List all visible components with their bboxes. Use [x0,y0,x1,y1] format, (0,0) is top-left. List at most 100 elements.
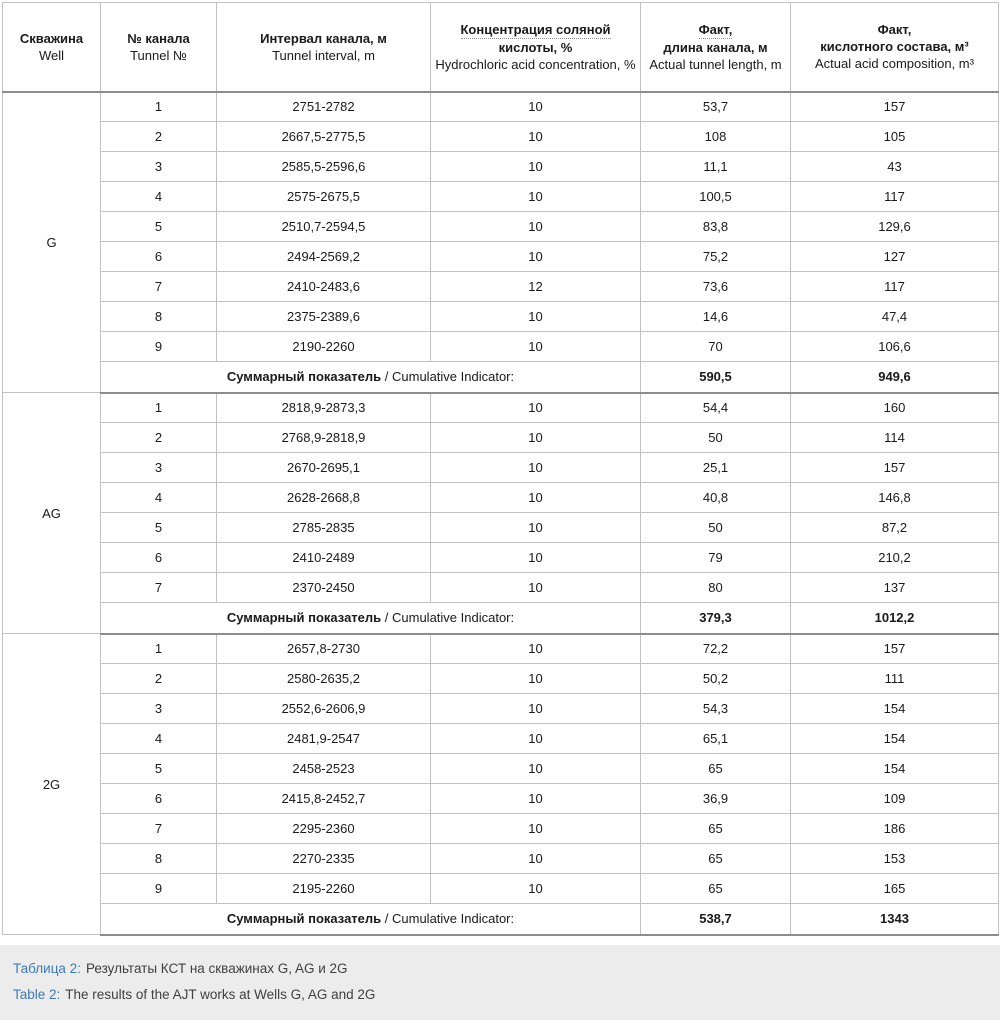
length-cell: 75,2 [640,241,791,272]
interval-cell: 2375-2389,6 [216,301,431,332]
table-row: 5 2510,7-2594,5 10 83,8 129,6 [3,211,999,242]
volume-cell: 210,2 [790,542,999,573]
table-row: 8 2375-2389,6 10 14,6 47,4 [3,301,999,332]
header-cell-concentration: Концентрация соляной кислоты, % Hydrochl… [430,2,641,93]
volume-cell: 105 [790,121,999,152]
table-row: 3 2670-2695,1 10 25,1 157 [3,452,999,483]
length-cell: 25,1 [640,452,791,483]
table-row: 6 2415,8-2452,7 10 36,9 109 [3,783,999,814]
channel-number-cell: 3 [100,693,217,724]
concentration-cell: 10 [430,572,641,603]
concentration-cell: 10 [430,813,641,844]
interval-cell: 2667,5-2775,5 [216,121,431,152]
caption-label-ru: Таблица 2: [13,960,81,976]
channel-number-cell: 1 [100,392,217,423]
table-row: 7 2370-2450 10 80 137 [3,572,999,603]
channel-number-cell: 7 [100,271,217,302]
channel-number-cell: 6 [100,241,217,272]
cumulative-row: Суммарный показатель / Cumulative Indica… [3,361,999,394]
interval-cell: 2370-2450 [216,572,431,603]
volume-cell: 109 [790,783,999,814]
cumulative-label-cell: Суммарный показатель / Cumulative Indica… [100,903,641,936]
concentration-cell: 10 [430,181,641,212]
table-row: 7 2410-2483,6 12 73,6 117 [3,271,999,302]
volume-cell: 43 [790,151,999,182]
table-row: 6 2494-2569,2 10 75,2 127 [3,241,999,272]
length-cell: 54,4 [640,392,791,423]
volume-cell: 117 [790,271,999,302]
header-interval-ru: Интервал канала, м [260,30,387,46]
volume-cell: 157 [790,452,999,483]
interval-cell: 2785-2835 [216,512,431,543]
cumulative-volume-cell: 1343 [790,903,999,936]
table-row: 3 2585,5-2596,6 10 11,1 43 [3,151,999,182]
channel-number-cell: 7 [100,572,217,603]
channel-number-cell: 8 [100,843,217,874]
concentration-cell: 10 [430,331,641,362]
table-row: 4 2575-2675,5 10 100,5 117 [3,181,999,212]
interval-cell: 2510,7-2594,5 [216,211,431,242]
table-row: 2G 1 2657,8-2730 10 72,2 157 [2,633,999,935]
table-row: 5 2458-2523 10 65 154 [3,753,999,784]
cumulative-row: Суммарный показатель / Cumulative Indica… [3,903,999,936]
volume-cell: 186 [790,813,999,844]
length-cell: 53,7 [640,91,791,122]
header-length-ru-line1: Факт, [645,21,786,39]
interval-cell: 2580-2635,2 [216,663,431,694]
header-concentration-ru-line2: кислоты, % [498,39,573,55]
table-row: 7 2295-2360 10 65 186 [3,813,999,844]
table-header: Скважина Well № канала Tunnel № Интервал… [2,2,999,93]
table-body: G 1 2751-2782 10 53,7 157 2 2667,5-2775,5 10 108 1… [2,91,999,936]
concentration-cell: 10 [430,693,641,724]
cumulative-length-cell: 590,5 [640,361,791,394]
interval-cell: 2295-2360 [216,813,431,844]
volume-cell: 154 [790,753,999,784]
length-cell: 36,9 [640,783,791,814]
interval-cell: 2410-2489 [216,542,431,573]
caption-line-ru: Таблица 2: Результаты КСТ на скважинах G,… [13,956,987,982]
channel-number-cell: 7 [100,813,217,844]
channel-number-cell: 4 [100,723,217,754]
concentration-cell: 10 [430,873,641,904]
length-cell: 100,5 [640,181,791,212]
concentration-cell: 10 [430,91,641,122]
concentration-cell: 10 [430,633,641,664]
table-row: 6 2410-2489 10 79 210,2 [3,542,999,573]
channel-number-cell: 1 [100,633,217,664]
volume-cell: 117 [790,181,999,212]
volume-cell: 154 [790,693,999,724]
table-row: 4 2628-2668,8 10 40,8 146,8 [3,482,999,513]
interval-cell: 2552,6-2606,9 [216,693,431,724]
channel-number-cell: 1 [100,91,217,122]
channel-number-cell: 2 [100,663,217,694]
cumulative-label-ru: Суммарный показатель [226,369,382,385]
interval-cell: 2415,8-2452,7 [216,783,431,814]
header-well-ru: Скважина [19,30,84,46]
volume-cell: 114 [790,422,999,453]
concentration-cell: 10 [430,482,641,513]
volume-cell: 153 [790,843,999,874]
header-channel-en: Tunnel № [130,47,187,63]
table-header-row: Скважина Well № канала Tunnel № Интервал… [2,2,999,93]
interval-cell: 2768,9-2818,9 [216,422,431,453]
cumulative-label-ru: Суммарный показатель [226,610,382,626]
channel-number-cell: 5 [100,512,217,543]
concentration-cell: 10 [430,301,641,332]
length-cell: 11,1 [640,151,791,182]
length-cell: 54,3 [640,693,791,724]
concentration-cell: 10 [430,723,641,754]
interval-cell: 2657,8-2730 [216,633,431,664]
length-cell: 83,8 [640,211,791,242]
length-cell: 50,2 [640,663,791,694]
volume-cell: 137 [790,572,999,603]
well-cell: 2G [2,633,101,935]
concentration-cell: 10 [430,241,641,272]
interval-cell: 2410-2483,6 [216,271,431,302]
interval-cell: 2628-2668,8 [216,482,431,513]
header-channel-ru: № канала [127,30,190,46]
interval-cell: 2481,9-2547 [216,723,431,754]
volume-cell: 106,6 [790,331,999,362]
channel-number-cell: 4 [100,181,217,212]
interval-cell: 2585,5-2596,6 [216,151,431,182]
